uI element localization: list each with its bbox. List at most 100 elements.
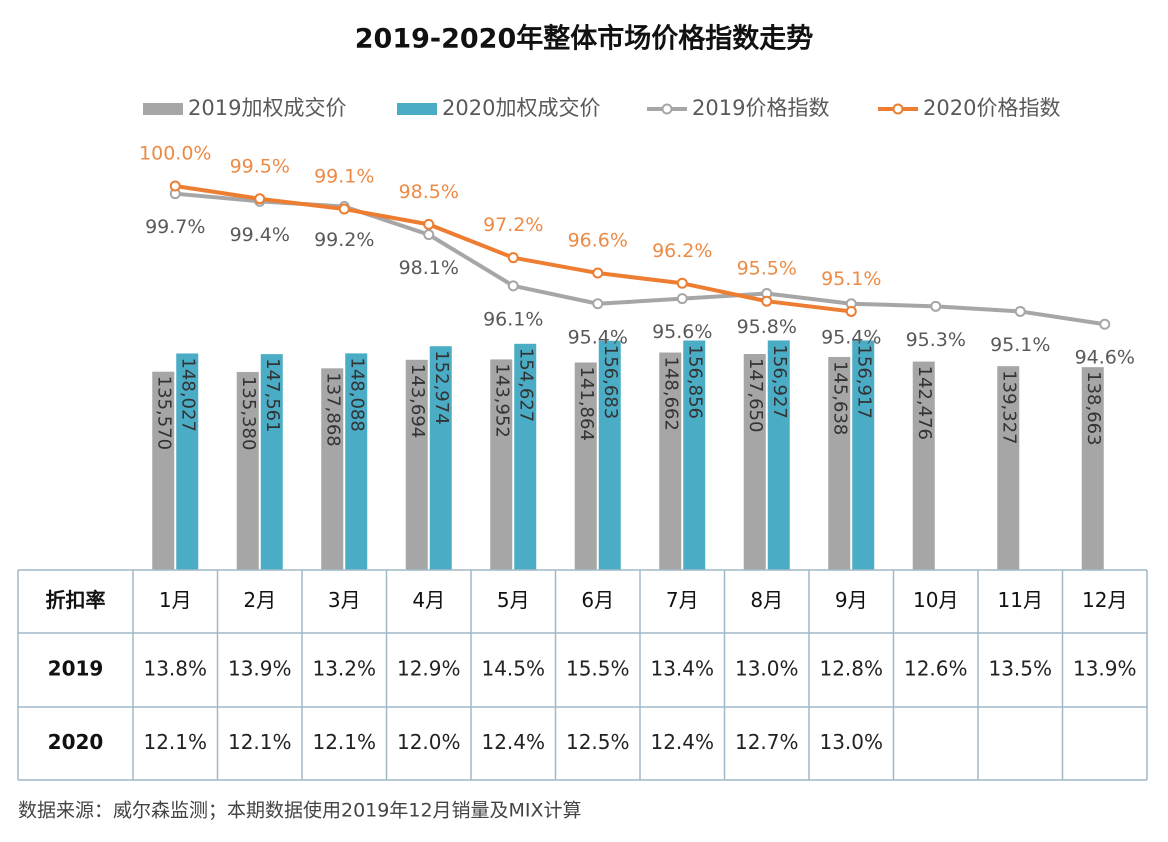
row-label: 2019 [48, 657, 104, 681]
line-value-label: 95.3% [906, 329, 966, 351]
line-value-label: 99.2% [314, 229, 374, 251]
table-cell: 12.9% [397, 657, 461, 681]
table-cell: 13.4% [650, 657, 714, 681]
bar-value-label: 148,662 [660, 357, 681, 431]
line-marker [1099, 318, 1111, 330]
bar [997, 366, 1020, 570]
bar [683, 340, 706, 570]
bar [659, 352, 682, 570]
table-cell: 12.4% [650, 730, 714, 754]
table-cell: 12.7% [735, 730, 799, 754]
bar-value-label: 138,663 [1083, 371, 1104, 445]
bar-value-label: 147,561 [262, 358, 283, 432]
bar [176, 353, 199, 570]
bar-value-label: 143,694 [407, 364, 428, 438]
line-value-label: 95.4% [568, 326, 628, 348]
bar [767, 340, 790, 570]
bar [490, 359, 513, 570]
line-marker [592, 298, 604, 310]
x-tick-label: 11月 [998, 588, 1043, 612]
x-tick-label: 4月 [412, 588, 445, 612]
line-value-label: 95.8% [737, 316, 797, 338]
x-tick-label: 12月 [1082, 588, 1127, 612]
line-value-label: 95.5% [737, 258, 797, 280]
legend-swatch [397, 103, 437, 115]
line-value-label: 95.1% [990, 334, 1050, 356]
bar-value-label: 152,974 [431, 350, 452, 424]
bar [260, 354, 283, 570]
table-cell: 12.0% [397, 730, 461, 754]
table-corner: 折扣率 [46, 588, 106, 612]
bar-value-label: 139,327 [998, 370, 1019, 444]
line-marker [338, 203, 350, 215]
legend-label: 2019价格指数 [692, 96, 829, 120]
row-label: 2020 [48, 730, 104, 754]
bar [405, 359, 428, 570]
line-value-label: 99.4% [230, 224, 290, 246]
chart-title: 2019-2020年整体市场价格指数走势 [355, 23, 814, 55]
line-value-label: 97.2% [483, 214, 543, 236]
line-marker [930, 300, 942, 312]
bar [743, 354, 766, 570]
bar-value-label: 145,638 [829, 361, 850, 435]
line-value-label: 99.7% [145, 216, 205, 238]
bar [598, 340, 621, 570]
bar [429, 346, 452, 570]
line-marker [1014, 305, 1026, 317]
line-marker [761, 295, 773, 307]
bar-value-label: 148,088 [346, 357, 367, 431]
table-cell: 13.5% [988, 657, 1052, 681]
bar-value-label: 148,027 [177, 357, 198, 431]
source-note: 数据来源：威尔森监测；本期数据使用2019年12月销量及MIX计算 [18, 800, 582, 822]
bar [514, 343, 537, 570]
table-cell: 14.5% [481, 657, 545, 681]
bar [321, 368, 344, 570]
table-cell: 12.5% [566, 730, 630, 754]
legend-label: 2019加权成交价 [188, 96, 346, 120]
bar [236, 371, 259, 570]
table-cell: 12.4% [481, 730, 545, 754]
line-marker [169, 180, 181, 192]
bar-value-label: 147,650 [745, 358, 766, 432]
table-cell: 13.9% [228, 657, 292, 681]
table-cell: 13.2% [312, 657, 376, 681]
bar-value-label: 135,380 [238, 376, 259, 450]
line-value-label: 98.1% [399, 257, 459, 279]
x-tick-label: 2月 [243, 588, 276, 612]
table-cell: 12.8% [819, 657, 883, 681]
x-tick-label: 3月 [328, 588, 361, 612]
x-tick-label: 7月 [666, 588, 699, 612]
bar-value-label: 135,570 [153, 376, 174, 450]
table-cell: 13.8% [143, 657, 207, 681]
line-marker [507, 252, 519, 264]
legend-marker [661, 103, 673, 115]
bar-value-label: 141,864 [576, 366, 597, 440]
bar-value-label: 154,627 [515, 348, 536, 422]
line-value-label: 96.1% [483, 308, 543, 330]
legend-label: 2020加权成交价 [442, 96, 600, 120]
table-cell: 13.0% [735, 657, 799, 681]
x-tick-label: 1月 [159, 588, 192, 612]
legend-swatch [143, 103, 183, 115]
x-tick-label: 5月 [497, 588, 530, 612]
line-value-label: 99.1% [314, 166, 374, 188]
line-marker [676, 277, 688, 289]
line-value-label: 96.6% [568, 230, 628, 252]
line-marker [423, 218, 435, 230]
line-value-label: 95.4% [821, 326, 881, 348]
legend-marker [892, 103, 904, 115]
line-value-label: 98.5% [399, 181, 459, 203]
line-value-label: 96.2% [652, 240, 712, 262]
bar-value-label: 156,683 [600, 345, 621, 419]
line-marker [254, 193, 266, 205]
x-tick-label: 9月 [835, 588, 868, 612]
bar [345, 353, 368, 570]
line-marker [676, 293, 688, 305]
line-marker [845, 305, 857, 317]
table-cell: 13.0% [819, 730, 883, 754]
bar-value-label: 156,927 [769, 344, 790, 418]
line-marker [507, 280, 519, 292]
bar-value-label: 156,917 [853, 344, 874, 418]
legend-label: 2020价格指数 [923, 96, 1060, 120]
